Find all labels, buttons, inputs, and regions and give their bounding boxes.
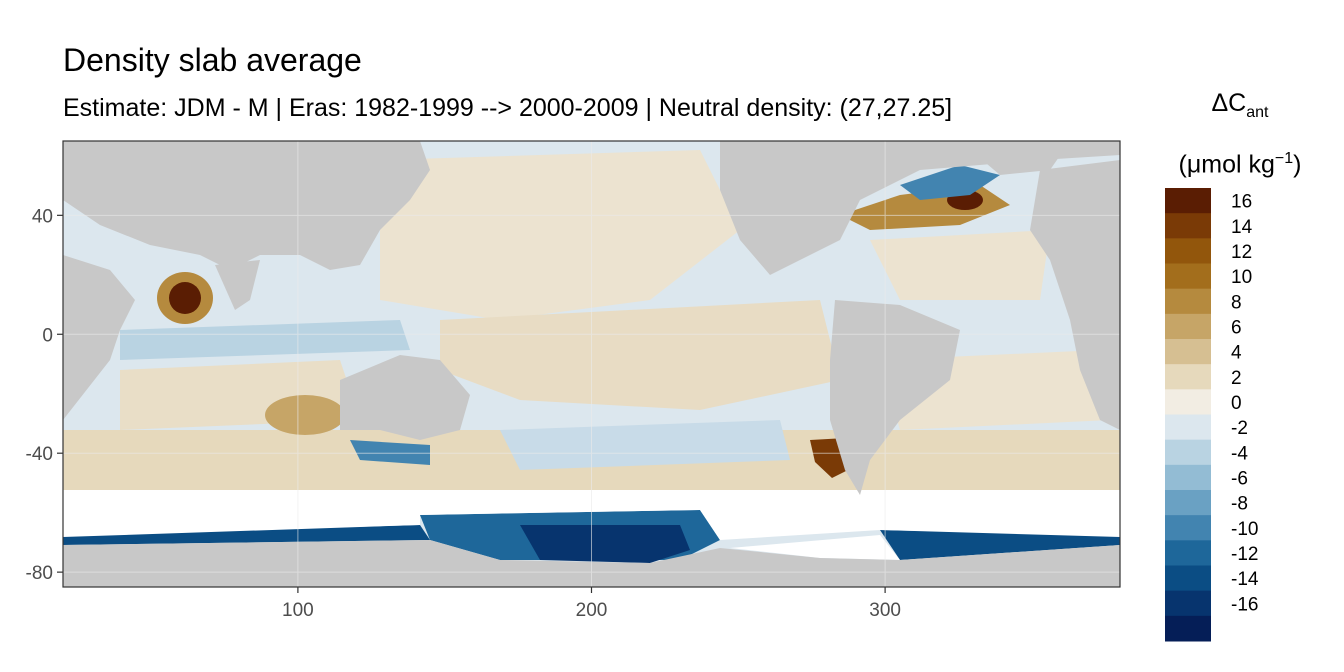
legend-swatch xyxy=(1165,213,1211,239)
legend-label: 2 xyxy=(1231,368,1242,389)
legend-label: -2 xyxy=(1231,418,1248,439)
grid-lines xyxy=(63,141,1120,587)
legend-swatch xyxy=(1165,414,1211,441)
legend-swatch xyxy=(1165,439,1211,466)
legend-swatch xyxy=(1165,339,1211,365)
legend-label: -8 xyxy=(1231,494,1248,515)
indian-equatorial-cool-band xyxy=(120,320,410,360)
legend-unit-close: ) xyxy=(1293,150,1302,179)
equatorial-pacific-warm-band xyxy=(440,300,840,410)
india-land xyxy=(215,260,260,310)
south-america-land xyxy=(830,300,960,495)
no-data-southern-band xyxy=(63,490,1120,540)
y-tick-label: -80 xyxy=(26,563,53,584)
arabian-sea-hotspot xyxy=(169,282,201,314)
legend-label: 16 xyxy=(1231,192,1252,213)
ross-sea-deep-patch xyxy=(520,525,690,563)
legend-label: 0 xyxy=(1231,393,1242,414)
legend-swatch xyxy=(1165,615,1211,642)
legend-swatch xyxy=(1165,263,1211,290)
y-axis: 40 0 -40 -80 xyxy=(26,206,63,584)
legend-label: 6 xyxy=(1231,317,1242,338)
legend-label: 8 xyxy=(1231,292,1242,313)
legend-label: 4 xyxy=(1231,343,1242,364)
labrador-cool-patch xyxy=(900,165,1000,200)
chart-subtitle: Estimate: JDM - M | Eras: 1982-1999 --> … xyxy=(63,94,953,122)
north-america-land xyxy=(720,141,1120,275)
legend-unit-main: (μmol kg xyxy=(1178,150,1275,179)
legend-label: -12 xyxy=(1231,544,1258,565)
legend-label: -4 xyxy=(1231,443,1248,464)
australia-land xyxy=(340,355,470,440)
legend-label: 12 xyxy=(1231,242,1252,263)
south-indian-warm-patch xyxy=(265,395,345,435)
y-tick-label: 0 xyxy=(42,325,53,346)
weddell-coastal-band xyxy=(880,530,1120,560)
legend-swatch xyxy=(1165,364,1211,390)
legend-label: 10 xyxy=(1231,267,1252,288)
x-tick-label: 300 xyxy=(869,600,901,621)
legend-title-sub: ant xyxy=(1246,104,1269,121)
legend-swatch xyxy=(1165,515,1211,541)
south-pacific-cool-band xyxy=(500,420,790,470)
x-tick-label: 100 xyxy=(282,600,314,621)
no-data-antarctic-coast xyxy=(730,535,900,560)
legend-label: -16 xyxy=(1231,594,1258,615)
y-tick-label: -40 xyxy=(26,444,53,465)
legend-swatch xyxy=(1165,590,1211,617)
legend: 16 14 12 10 8 6 4 2 0 -2 -4 -6 -8 -10 -12 -14 -16 xyxy=(1165,188,1259,642)
legend-unit: (μmol kg−1) xyxy=(1160,142,1320,181)
north-atlantic-band xyxy=(870,230,1050,300)
legend-swatch xyxy=(1165,188,1211,214)
legend-title-main: ΔC xyxy=(1211,89,1247,117)
legend-swatch xyxy=(1165,540,1211,566)
legend-label: 14 xyxy=(1231,217,1253,238)
antarctic-coastal-band xyxy=(63,525,430,545)
chart-title: Density slab average xyxy=(63,42,362,78)
europe-africa-land-east xyxy=(1030,160,1120,430)
australia-cool-patch xyxy=(350,440,430,465)
legend-swatch xyxy=(1165,238,1211,264)
legend-swatch xyxy=(1165,288,1211,315)
legend-swatch xyxy=(1165,313,1211,340)
legend-swatch xyxy=(1165,464,1211,491)
x-axis: 100 200 300 xyxy=(282,587,901,621)
legend-swatch xyxy=(1165,490,1211,516)
greenland-land xyxy=(960,141,1070,175)
eurasia-land xyxy=(63,141,430,270)
north-pacific-warm-band xyxy=(380,150,740,320)
legend-label: -10 xyxy=(1231,519,1258,540)
legend-swatch xyxy=(1165,389,1211,415)
y-tick-label: 40 xyxy=(32,206,53,227)
legend-label: -6 xyxy=(1231,468,1248,489)
x-tick-label: 200 xyxy=(576,600,608,621)
legend-unit-sup: −1 xyxy=(1274,150,1294,167)
legend-title: ΔCant (μmol kg−1) xyxy=(1160,86,1320,181)
africa-land xyxy=(63,255,135,420)
legend-swatch xyxy=(1165,565,1211,592)
legend-label: -14 xyxy=(1231,569,1259,590)
